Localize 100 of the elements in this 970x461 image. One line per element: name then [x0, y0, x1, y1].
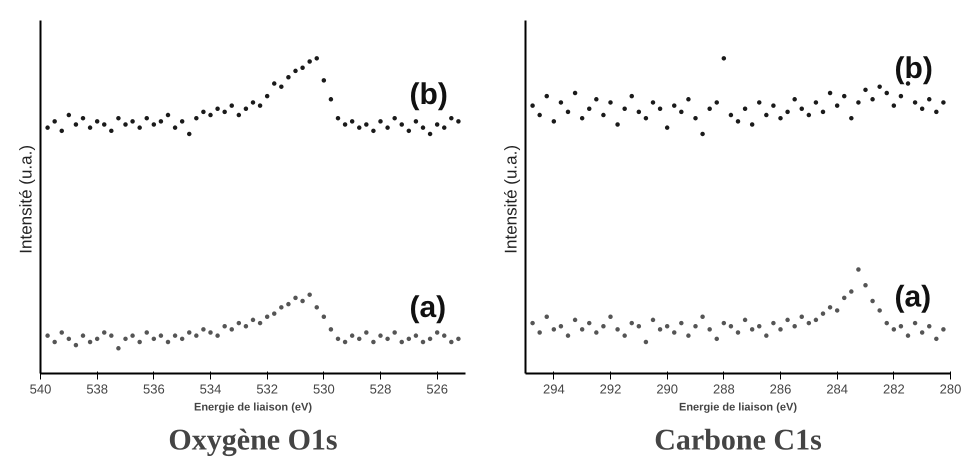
point [934, 336, 939, 342]
point [307, 59, 312, 64]
point [664, 324, 670, 328]
point [130, 119, 135, 124]
point [792, 97, 797, 102]
point [856, 267, 861, 272]
point [258, 320, 262, 326]
series-label: (b) [894, 52, 933, 85]
point [286, 74, 291, 80]
point [300, 298, 305, 304]
y-axis-title: Intensité (u.a.) [16, 145, 36, 254]
point [615, 327, 620, 332]
point [870, 298, 875, 304]
point [336, 116, 340, 120]
point [264, 314, 270, 320]
point [537, 330, 542, 335]
point [834, 103, 840, 108]
point [828, 90, 832, 96]
point [842, 296, 846, 300]
point [778, 327, 783, 332]
point [658, 106, 662, 111]
point [863, 88, 868, 92]
point [572, 318, 578, 322]
point [258, 103, 262, 108]
point [658, 327, 662, 332]
point [357, 125, 362, 130]
point [428, 132, 432, 136]
point [342, 122, 348, 127]
point [123, 122, 128, 127]
point [307, 292, 312, 297]
point [920, 106, 924, 111]
point [172, 333, 178, 338]
point [693, 324, 698, 328]
x-tick-label: 280 [940, 382, 962, 396]
point [123, 336, 128, 342]
point [109, 128, 114, 134]
point [201, 110, 206, 114]
point [714, 336, 719, 342]
point [814, 100, 818, 105]
point [722, 56, 726, 61]
point [849, 116, 854, 120]
x-tick-label: 538 [86, 382, 108, 396]
point [137, 340, 142, 344]
point [434, 330, 440, 335]
point [272, 81, 276, 86]
point [842, 94, 846, 98]
point [927, 97, 932, 102]
point [587, 106, 592, 111]
point [898, 324, 904, 328]
point [750, 327, 754, 332]
point [400, 340, 404, 344]
point [293, 68, 298, 74]
point [392, 116, 397, 120]
point [601, 324, 606, 328]
point [201, 327, 206, 332]
point [566, 110, 570, 114]
point [456, 336, 461, 342]
point [672, 103, 676, 108]
point [342, 340, 348, 344]
point [250, 100, 256, 105]
point [552, 119, 556, 124]
point [52, 340, 57, 344]
point [622, 106, 627, 111]
point [456, 119, 461, 124]
x-tick-label: 282 [882, 382, 905, 396]
point [194, 333, 199, 338]
point [771, 103, 776, 108]
point [364, 122, 369, 127]
point [785, 110, 790, 114]
point [244, 106, 248, 111]
point [378, 119, 383, 124]
point [707, 106, 712, 111]
point [877, 308, 882, 313]
point [52, 119, 57, 124]
point [728, 112, 734, 118]
point [906, 333, 910, 338]
point [187, 132, 192, 136]
point [686, 97, 691, 102]
point [102, 330, 106, 335]
x-axis-title: Energie de liaison (eV) [194, 402, 312, 414]
point [884, 90, 889, 96]
point [544, 314, 549, 320]
point [180, 336, 184, 342]
point [66, 112, 72, 118]
x-tick-label: 536 [142, 382, 165, 396]
point [378, 333, 383, 338]
point [863, 283, 868, 288]
x-tick-label: 528 [370, 382, 392, 396]
point [286, 302, 291, 306]
point [714, 100, 719, 105]
point [109, 333, 114, 338]
point [230, 327, 234, 332]
point [693, 116, 698, 120]
point [442, 333, 446, 338]
point [806, 112, 812, 118]
series-label: (a) [894, 280, 932, 314]
point [80, 116, 86, 120]
point [166, 340, 170, 344]
point [80, 333, 86, 338]
point [66, 336, 72, 342]
